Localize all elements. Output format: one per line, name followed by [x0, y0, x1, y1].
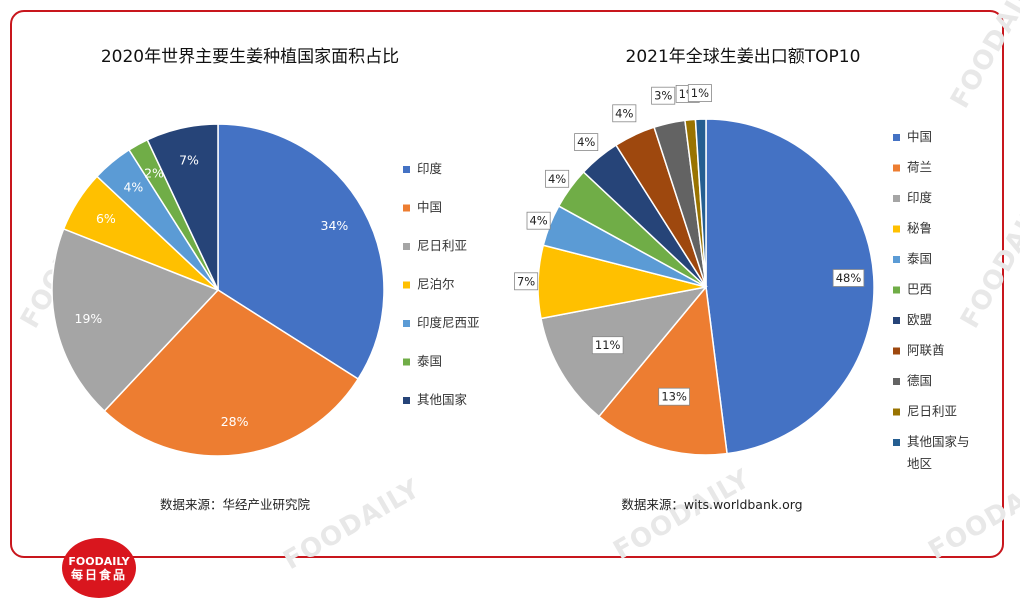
legend-entry: 尼泊尔: [417, 277, 455, 292]
logo-text-en: FOODAILY: [68, 554, 130, 568]
data-label: 13%: [661, 390, 687, 404]
pie-slice: [694, 118, 707, 288]
pie-slice: [103, 289, 360, 457]
data-label: 19%: [75, 311, 103, 326]
data-label: 4%: [615, 106, 633, 120]
data-label-box: [687, 84, 712, 102]
watermark: FOODAILY: [609, 464, 756, 566]
data-label-box: [545, 169, 570, 188]
legend-entry: 地区: [907, 456, 932, 471]
legend-swatch: [403, 358, 410, 366]
data-label-box: [658, 387, 690, 406]
legend-entry: 秘鲁: [907, 221, 932, 236]
watermark: FOODAILY: [945, 0, 1020, 113]
chart-title: 2020年世界主要生姜种植国家面积占比: [101, 47, 399, 67]
pie-slice: [705, 118, 875, 455]
legend-entry: 荷兰: [907, 160, 932, 175]
legend-swatch: [893, 164, 900, 172]
export-top10-pie-chart: 2021年全球生姜出口额TOP10 48% 13% 11% 7% 4% 4% 4% 4% 3% 1…: [514, 47, 970, 512]
data-label: 11%: [595, 338, 621, 352]
pie-slices: [537, 118, 875, 456]
legend-swatch: [403, 397, 410, 404]
chart-title: 2021年全球生姜出口额TOP10: [626, 47, 861, 67]
data-label-box: [514, 272, 539, 291]
legend-swatch: [893, 134, 900, 141]
data-label: 7%: [179, 152, 199, 167]
legend-entry: 中国: [417, 200, 442, 215]
legend-entry: 泰国: [907, 251, 932, 266]
data-label: 4%: [123, 180, 143, 195]
data-label-box: [574, 133, 599, 152]
legend-swatch: [893, 408, 900, 416]
legend-swatch: [893, 347, 900, 355]
data-label: 6%: [96, 211, 116, 226]
data-label: 3%: [654, 89, 672, 103]
pie-slice: [217, 123, 385, 380]
legend-swatch: [893, 378, 900, 385]
legend-swatch: [893, 256, 900, 263]
foodaily-logo: FOODAILY 每日食品: [62, 538, 136, 598]
watermark: FOODAILY: [924, 464, 1020, 566]
data-label-box: [526, 211, 551, 230]
data-label: 7%: [517, 274, 535, 288]
legend-entry: 尼日利亚: [417, 238, 467, 253]
pie-slice: [51, 227, 220, 413]
legend-entry: 印度: [907, 190, 933, 205]
legend-entry: 欧盟: [907, 312, 932, 327]
legend-swatch: [403, 281, 410, 289]
pie-slice: [597, 285, 728, 456]
legend-swatch: [403, 166, 410, 173]
planting-area-pie-chart: 2020年世界主要生姜种植国家面积占比 34% 28% 19% 6% 4%2% 7% 印度…: [51, 47, 480, 512]
legend-swatch: [893, 439, 900, 446]
legend-swatch: [403, 320, 410, 327]
data-label: 28%: [221, 414, 249, 429]
data-label: 34%: [321, 218, 349, 233]
data-label-box: [832, 269, 865, 287]
legend-entry: 德国: [907, 373, 932, 388]
legend-swatch: [403, 204, 410, 212]
legend-entry: 其他国家: [417, 392, 468, 407]
data-label: 48%: [836, 271, 862, 285]
legend-entry: 中国: [907, 129, 932, 144]
data-label-box: [612, 104, 637, 123]
legend-entry: 阿联酋: [907, 343, 945, 358]
data-label-box: [591, 336, 624, 355]
pie-slices: [51, 123, 385, 457]
watermark: FOODAILY: [955, 186, 1020, 333]
data-label: 1%: [691, 86, 709, 100]
source-note: 数据来源：华经产业研究院: [160, 497, 311, 512]
legend-entry: 印度: [417, 161, 443, 176]
logo-text-cn: 每日食品: [70, 567, 127, 582]
legend-swatch: [893, 225, 900, 233]
data-label: 4%: [548, 172, 566, 186]
legend-swatch: [893, 195, 900, 202]
chart-frame: [10, 10, 1004, 558]
data-labels: 48%13%11%7%4%4%4%4%3% 1%1%: [514, 84, 865, 406]
legend-entry: 泰国: [417, 354, 442, 369]
data-label: 4%: [529, 214, 547, 228]
legend-entry: 其他国家与: [907, 434, 970, 449]
data-label: 2%: [144, 166, 164, 181]
legend-swatch: [893, 317, 900, 324]
data-label: 4%: [577, 135, 595, 149]
data-label-box: [651, 86, 676, 105]
pie-slice: [146, 123, 219, 291]
legend-entry: 尼日利亚: [907, 404, 957, 419]
legend-swatch: [403, 243, 410, 250]
watermark: FOODAILY: [279, 474, 426, 576]
source-note: 数据来源：wits.worldbank.org: [621, 497, 802, 512]
legend-swatch: [893, 286, 900, 294]
data-labels: 34% 28% 19% 6% 4%2% 7%: [75, 152, 349, 428]
legend-entry: 巴西: [907, 282, 932, 297]
legend-entry: 印度尼西亚: [417, 315, 480, 330]
